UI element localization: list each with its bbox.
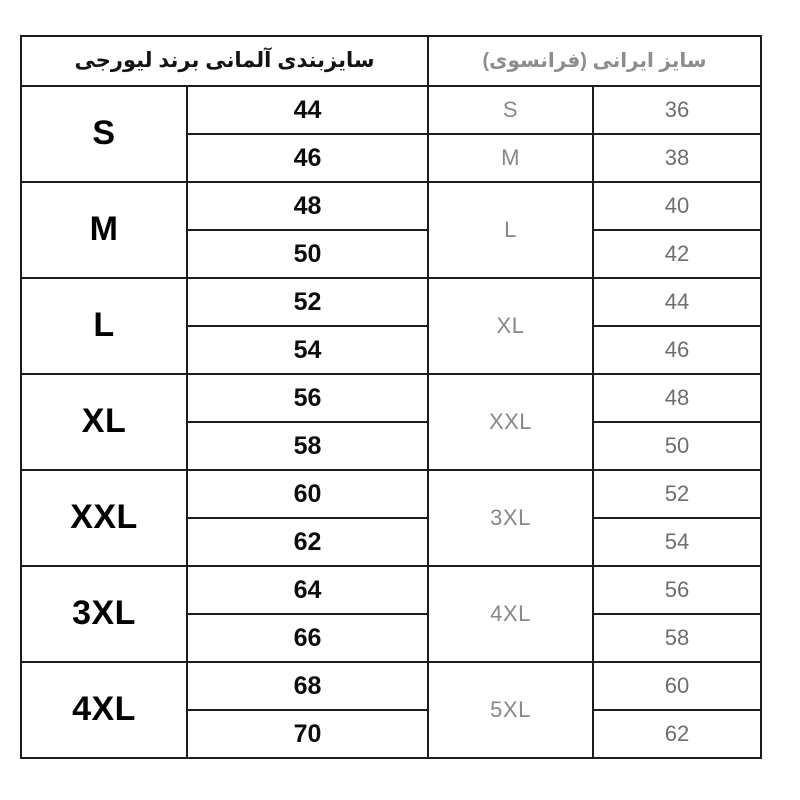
iranian-number-cell: 40 — [592, 181, 762, 231]
table-row: 50 58 — [21, 421, 762, 471]
german-number-cell: 68 — [186, 661, 429, 711]
german-number-cell: 70 — [186, 709, 429, 759]
german-number-cell: 64 — [186, 565, 429, 615]
table-row: 40 L 48 M — [20, 181, 762, 279]
table-row: 58 66 — [21, 613, 762, 663]
iranian-number-cell: 44 — [592, 277, 762, 327]
german-letter-cell: S — [20, 85, 188, 183]
german-letter-cell: 3XL — [20, 565, 188, 663]
german-letter-cell: XL — [20, 373, 188, 471]
iranian-number-cell: 50 — [592, 421, 762, 471]
german-number-cell: 66 — [186, 613, 429, 663]
table-row: 46 54 — [21, 325, 762, 375]
iranian-letter-cell: 4XL — [427, 565, 594, 663]
table-body: 36 S 44 S 38 M 46 40 L 48 M 42 50 44 XL 52 L 46 54 48 XXL 56 X… — [20, 85, 762, 759]
german-letter-cell: XXL — [20, 469, 188, 567]
german-number-cell: 60 — [186, 469, 429, 519]
iranian-number-cell: 46 — [592, 325, 762, 375]
german-letter-cell: L — [20, 277, 188, 375]
table-row: 42 50 — [21, 229, 762, 279]
size-chart-container: سایز ایرانی (فرانسوی) سایزبندی آلمانی بر… — [20, 35, 762, 759]
german-number-cell: 54 — [186, 325, 429, 375]
iranian-number-cell: 54 — [592, 517, 762, 567]
iranian-number-cell: 62 — [592, 709, 762, 759]
iranian-number-cell: 48 — [592, 373, 762, 423]
german-number-cell: 56 — [186, 373, 429, 423]
iranian-letter-cell: M — [427, 133, 594, 183]
header-row: سایز ایرانی (فرانسوی) سایزبندی آلمانی بر… — [20, 35, 762, 87]
table-row: 54 62 — [21, 517, 762, 567]
iranian-number-cell: 56 — [592, 565, 762, 615]
iranian-number-cell: 58 — [592, 613, 762, 663]
iranian-number-cell: 60 — [592, 661, 762, 711]
iranian-letter-cell: 5XL — [427, 661, 594, 759]
german-letter-cell: 4XL — [20, 661, 188, 759]
table-row: 48 XXL 56 XL — [20, 373, 762, 471]
iranian-letter-cell: 3XL — [427, 469, 594, 567]
table-row: 38 M 46 — [21, 133, 762, 183]
german-number-cell: 52 — [186, 277, 429, 327]
german-number-cell: 44 — [186, 85, 429, 135]
iranian-number-cell: 38 — [592, 133, 762, 183]
german-number-cell: 50 — [186, 229, 429, 279]
iranian-letter-cell: L — [427, 181, 594, 279]
iranian-number-cell: 36 — [592, 85, 762, 135]
german-number-cell: 46 — [186, 133, 429, 183]
size-conversion-table: سایز ایرانی (فرانسوی) سایزبندی آلمانی بر… — [20, 35, 762, 759]
iranian-letter-cell: S — [427, 85, 594, 135]
header-german-size: سایزبندی آلمانی برند لیورجی — [20, 35, 429, 87]
table-row: 52 3XL 60 XXL — [20, 469, 762, 567]
table-row: 44 XL 52 L — [20, 277, 762, 375]
iranian-letter-cell: XXL — [427, 373, 594, 471]
table-head: سایز ایرانی (فرانسوی) سایزبندی آلمانی بر… — [20, 35, 762, 87]
table-row: 56 4XL 64 3XL — [20, 565, 762, 663]
table-row: 60 5XL 68 4XL — [20, 661, 762, 759]
german-number-cell: 48 — [186, 181, 429, 231]
german-number-cell: 62 — [186, 517, 429, 567]
iranian-letter-cell: XL — [427, 277, 594, 375]
header-iranian-size: سایز ایرانی (فرانسوی) — [427, 35, 762, 87]
iranian-number-cell: 42 — [592, 229, 762, 279]
german-number-cell: 58 — [186, 421, 429, 471]
table-row: 62 70 — [21, 709, 762, 759]
german-letter-cell: M — [20, 181, 188, 279]
table-row: 36 S 44 S — [20, 85, 762, 183]
iranian-number-cell: 52 — [592, 469, 762, 519]
